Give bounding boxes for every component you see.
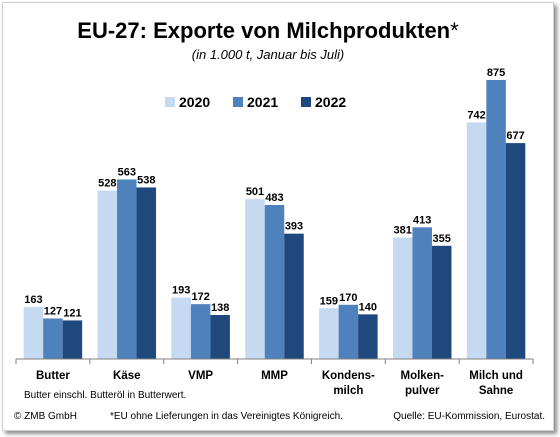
bar-2021 [338, 304, 359, 359]
category-label: Molken- [400, 370, 444, 382]
value-label: 538 [137, 174, 155, 186]
bar-2020 [171, 297, 191, 359]
bar-2021 [412, 227, 432, 359]
bar-2020 [319, 308, 339, 359]
value-label: 172 [191, 291, 209, 303]
chart-subtitle: (in 1.000 t, Januar bis Juli) [192, 47, 344, 62]
category-label: pulver [405, 385, 440, 397]
category-label: Butter [36, 370, 70, 382]
legend: 2020 2021 2022 [165, 94, 346, 110]
bar-2022 [62, 320, 83, 359]
legend-swatch-2022 [301, 97, 311, 107]
category-label: Sahne [479, 385, 514, 397]
copyright: © ZMB GmbH [14, 411, 77, 422]
source: Quelle: EU-Kommission, Eurostat. [393, 411, 545, 422]
value-label: 138 [211, 302, 229, 314]
legend-swatch-2021 [233, 97, 243, 107]
value-label: 121 [63, 307, 81, 319]
bar-2021 [117, 179, 137, 359]
value-label: 677 [506, 130, 524, 142]
bar-2021 [43, 318, 63, 359]
value-label: 159 [320, 295, 338, 307]
footnote: *EU ohne Lieferungen in das Vereinigtes … [110, 411, 343, 422]
bar-2022 [431, 245, 452, 359]
category-label: milch [333, 385, 363, 397]
value-label: 528 [98, 178, 116, 190]
value-label: 393 [285, 221, 303, 233]
butter-note: Butter einschl. Butteröl in Butterwert. [24, 390, 186, 401]
legend-swatch-2020 [165, 97, 175, 107]
bar-2021 [190, 304, 211, 359]
category-labels: Butter Käse VMP MMP Kondens-milch Molken-pulv… [36, 370, 523, 397]
value-label: 381 [394, 225, 412, 237]
bar-2021 [486, 79, 506, 359]
value-label: 563 [118, 166, 136, 178]
category-label: MMP [261, 370, 288, 382]
value-label: 413 [413, 214, 431, 226]
bar-2022 [358, 314, 378, 359]
value-label: 742 [467, 109, 485, 121]
value-label: 483 [265, 192, 283, 204]
bar-2022 [284, 233, 304, 359]
legend-label-2020: 2020 [179, 94, 210, 110]
x-ticks [15, 359, 534, 364]
value-label: 875 [487, 67, 505, 79]
category-label: VMP [188, 370, 213, 382]
category-label: Käse [113, 370, 141, 382]
value-label: 170 [339, 292, 357, 304]
bar-2022 [136, 187, 157, 359]
bar-2020 [97, 190, 118, 359]
bar-2020 [23, 307, 44, 359]
bar-2020 [466, 122, 487, 359]
value-label: 163 [24, 294, 42, 306]
bar-2020 [245, 199, 265, 359]
legend-label-2021: 2021 [247, 94, 278, 110]
value-label: 501 [246, 186, 264, 198]
value-label: 193 [172, 284, 190, 296]
value-label: 127 [44, 306, 62, 318]
bar-2021 [264, 204, 285, 359]
bar-2022 [505, 143, 526, 359]
bars [23, 79, 526, 359]
value-label: 355 [433, 233, 451, 245]
category-label: Milch und [469, 370, 523, 382]
value-label: 140 [359, 301, 377, 313]
legend-label-2022: 2022 [315, 94, 346, 110]
bar-2020 [392, 237, 413, 359]
category-label: Kondens- [322, 370, 375, 382]
bar-2022 [210, 314, 230, 359]
chart-title: EU-27: Exporte von Milchprodukten* [77, 18, 459, 43]
